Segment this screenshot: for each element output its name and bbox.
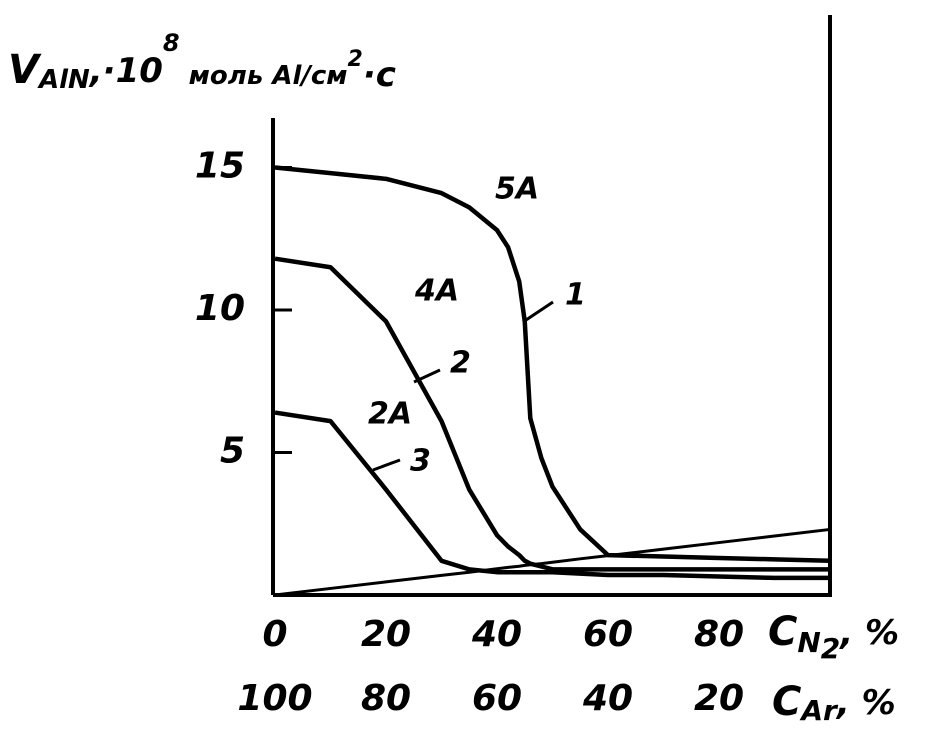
- x2-tick-label: 80: [361, 678, 411, 719]
- x2-label-part: , %: [835, 683, 896, 723]
- series-label: 2: [450, 346, 471, 381]
- y-label-part: моль Al/см: [180, 61, 348, 91]
- x-axis-label: CN2, %: [768, 609, 899, 665]
- series-label: 3: [410, 444, 431, 479]
- x-tick-label: 20: [361, 614, 411, 655]
- x-tick-label: 60: [583, 614, 633, 655]
- current-label: 5A: [495, 172, 539, 207]
- line-series: [274, 527, 831, 597]
- y-label-part: 8: [163, 29, 180, 57]
- y-tick-label: 15: [195, 145, 245, 186]
- x-label-part: 2: [821, 632, 840, 665]
- line-series: [274, 410, 830, 581]
- series-label: 1: [565, 278, 586, 313]
- x2-axis-label: CAr, %: [772, 679, 896, 727]
- x2-label-part: Ar: [799, 694, 839, 727]
- x2-tick-label: 20: [694, 678, 744, 719]
- line-series: [274, 256, 830, 572]
- x-tick-label: 80: [694, 614, 744, 655]
- x-label-part: , %: [838, 613, 899, 653]
- leader-line: [522, 300, 554, 324]
- y-label-part: 2: [348, 47, 363, 72]
- x2-tick-label: 100: [237, 678, 312, 719]
- y-label-part: ·с: [363, 55, 396, 95]
- line-series: [274, 165, 831, 564]
- x2-label-part: C: [772, 679, 801, 725]
- current-label: 2A: [368, 397, 412, 432]
- x-tick-label: 0: [262, 614, 287, 655]
- y-axis-label: VAlN,·108 моль Al/см2·с: [8, 29, 396, 95]
- current-label: 4A: [414, 274, 459, 309]
- x-label-part: N: [797, 626, 820, 659]
- y-label-part: ,·10: [88, 51, 163, 91]
- y-label-part: AlN: [37, 65, 90, 95]
- leader-line: [372, 458, 401, 472]
- y-label-part: V: [8, 47, 42, 93]
- y-tick-label: 10: [195, 288, 245, 329]
- x-tick-label: 40: [471, 614, 522, 655]
- x2-tick-label: 40: [582, 678, 633, 719]
- x2-tick-label: 60: [472, 678, 522, 719]
- y-tick-label: 5: [220, 430, 245, 471]
- x-label-part: C: [768, 609, 797, 655]
- leader-line: [413, 368, 441, 384]
